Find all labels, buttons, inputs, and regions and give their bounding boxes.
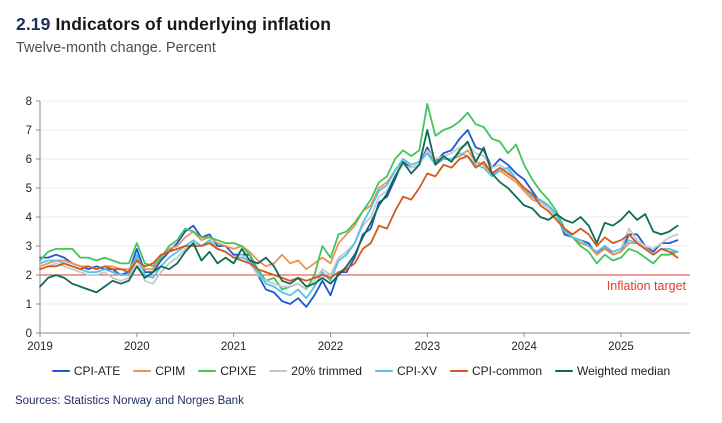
- inflation-target-label: Inflation target: [607, 279, 687, 293]
- legend-label: CPI-common: [471, 364, 542, 378]
- chart-header: 2.19 Indicators of underlying inflation T…: [16, 14, 331, 56]
- legend-swatch: [449, 369, 468, 373]
- legend-item-weighted-median: Weighted median: [555, 364, 670, 378]
- figure-title: Indicators of underlying inflation: [55, 14, 332, 34]
- y-tick-label-4: 4: [26, 212, 33, 224]
- y-tick-label-5: 5: [26, 183, 32, 195]
- inflation-line-chart: 0 1 2 3 4 5 6 7 8 2019 2020 2021 2022 2023 2024 2025 Inf…: [26, 96, 690, 353]
- y-tick-label-0: 0: [26, 328, 32, 340]
- legend-swatch: [374, 369, 393, 373]
- chart-subtitle: Twelve-month change. Percent: [16, 40, 216, 56]
- x-tick-label-2019: 2019: [27, 341, 53, 353]
- y-tick-label-2: 2: [26, 270, 32, 282]
- y-tick-label-8: 8: [26, 96, 32, 108]
- legend-label: CPIM: [155, 364, 186, 378]
- legend-swatch: [198, 369, 217, 373]
- legend-item-cpixe: CPIXE: [198, 364, 256, 378]
- legend-swatch: [555, 369, 573, 373]
- legend-item-cpi-xv: CPI-XV: [374, 364, 437, 378]
- page-title: 2.19 Indicators of underlying inflation: [16, 14, 331, 35]
- y-tick-label-6: 6: [26, 154, 32, 166]
- legend-label: CPIXE: [220, 364, 257, 378]
- y-tick-label-3: 3: [26, 241, 32, 253]
- x-tick-label-2020: 2020: [124, 341, 150, 353]
- legend-label: Weighted median: [577, 364, 671, 378]
- legend-swatch: [51, 369, 70, 373]
- legend-swatch: [269, 369, 288, 373]
- x-tick-label-2025: 2025: [608, 341, 634, 353]
- chart-legend: CPI-ATE CPIM CPIXE 20% trimmed CPI-XV CPI-com…: [0, 364, 722, 378]
- x-tick-label-2024: 2024: [511, 341, 537, 353]
- x-tick-label-2021: 2021: [221, 341, 247, 353]
- series-line-cpi-xv: [39, 152, 679, 300]
- series-line-cpi-common: [39, 155, 679, 282]
- legend-label: CPI-XV: [396, 364, 437, 378]
- legend-item-cpi-common: CPI-common: [449, 364, 542, 378]
- y-tick-label-7: 7: [26, 125, 32, 137]
- legend-swatch: [133, 369, 152, 373]
- series-line-weighted-median: [39, 129, 679, 294]
- y-tick-label-1: 1: [26, 299, 32, 311]
- figure-number: 2.19: [16, 14, 51, 34]
- x-tick-label-2023: 2023: [415, 341, 441, 353]
- legend-label: 20% trimmed: [291, 364, 362, 378]
- legend-item-20-trimmed: 20% trimmed: [269, 364, 362, 378]
- x-tick-label-2022: 2022: [318, 341, 344, 353]
- legend-item-cpim: CPIM: [133, 364, 185, 378]
- sources-note: Sources: Statistics Norway and Norges Ba…: [15, 395, 244, 407]
- legend-item-cpi-ate: CPI-ATE: [51, 364, 121, 378]
- legend-label: CPI-ATE: [73, 364, 121, 378]
